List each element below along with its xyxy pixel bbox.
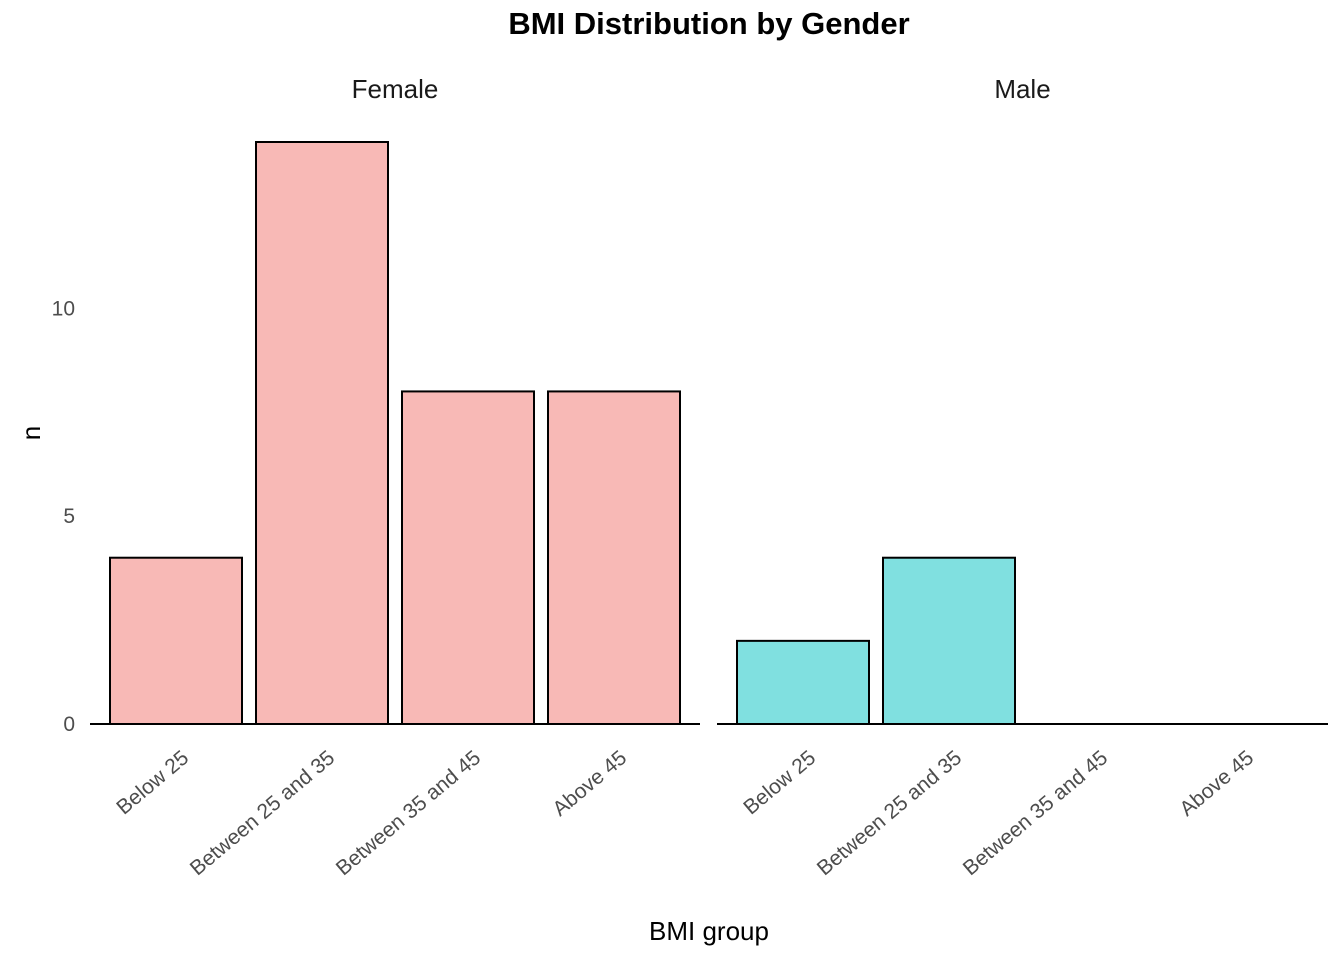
y-axis-ticks: 0 5 10 — [52, 297, 75, 736]
x-tick-label: Between 25 and 35 — [813, 746, 966, 880]
bar — [882, 556, 1016, 726]
x-tick-label: Between 25 and 35 — [186, 746, 339, 880]
chart-title: BMI Distribution by Gender — [508, 6, 909, 41]
x-tick-label: Between 35 and 45 — [332, 746, 485, 880]
bar — [547, 390, 681, 725]
y-tick-label: 5 — [63, 505, 75, 528]
x-tick-label: Below 25 — [112, 746, 193, 819]
facet-strip-label: Male — [994, 74, 1050, 104]
x-tick-label: Above 45 — [1175, 746, 1258, 821]
y-tick-label: 0 — [63, 713, 75, 736]
y-tick-label: 10 — [52, 297, 75, 320]
bar — [401, 390, 535, 725]
y-axis-title: n — [16, 426, 46, 440]
x-tick-label: Above 45 — [548, 746, 631, 821]
bar — [109, 556, 243, 726]
bar — [736, 639, 870, 725]
x-axis-title: BMI group — [649, 916, 769, 946]
bar — [255, 141, 389, 725]
x-tick-label: Below 25 — [739, 746, 820, 819]
x-tick-label: Between 35 and 45 — [959, 746, 1112, 880]
facet-strip-label: Female — [352, 74, 439, 104]
